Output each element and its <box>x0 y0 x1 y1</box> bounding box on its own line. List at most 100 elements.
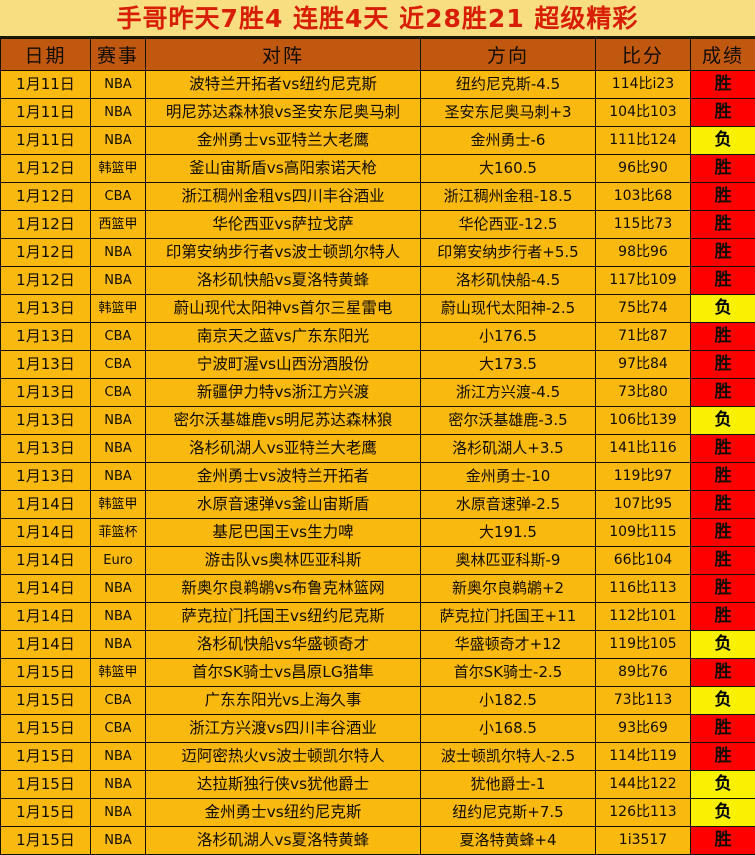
cell-direction: 华盛顿奇才+12 <box>421 631 596 659</box>
cell-league: NBA <box>91 127 146 155</box>
cell-date: 1月13日 <box>1 463 91 491</box>
cell-direction: 华伦西亚-12.5 <box>421 211 596 239</box>
cell-direction: 洛杉矶湖人+3.5 <box>421 435 596 463</box>
cell-score: 73比113 <box>596 687 691 715</box>
cell-matchup: 广东东阳光vs上海久事 <box>146 687 421 715</box>
cell-date: 1月11日 <box>1 127 91 155</box>
column-header-match: 对阵 <box>146 39 421 71</box>
cell-score: 103比68 <box>596 183 691 211</box>
cell-league: NBA <box>91 435 146 463</box>
cell-result: 胜 <box>691 827 755 855</box>
cell-score: 114比119 <box>596 743 691 771</box>
cell-score: 126比113 <box>596 799 691 827</box>
cell-league: NBA <box>91 239 146 267</box>
cell-result: 胜 <box>691 547 755 575</box>
cell-matchup: 金州勇士vs纽约尼克斯 <box>146 799 421 827</box>
cell-league: NBA <box>91 407 146 435</box>
cell-date: 1月13日 <box>1 323 91 351</box>
cell-matchup: 水原音速弹vs釜山宙斯盾 <box>146 491 421 519</box>
cell-league: CBA <box>91 351 146 379</box>
cell-matchup: 迈阿密热火vs波士顿凯尔特人 <box>146 743 421 771</box>
cell-direction: 小176.5 <box>421 323 596 351</box>
cell-league: NBA <box>91 743 146 771</box>
cell-direction: 萨克拉门托国王+11 <box>421 603 596 631</box>
cell-date: 1月13日 <box>1 435 91 463</box>
column-header-league: 赛事 <box>91 39 146 71</box>
cell-score: 98比96 <box>596 239 691 267</box>
cell-matchup: 新疆伊力特vs浙江方兴渡 <box>146 379 421 407</box>
cell-result: 负 <box>691 295 755 323</box>
page-title: 手哥昨天7胜4 连胜4天 近28胜21 超级精彩 <box>117 6 639 31</box>
cell-direction: 小168.5 <box>421 715 596 743</box>
cell-result: 负 <box>691 407 755 435</box>
cell-score: 119比97 <box>596 463 691 491</box>
cell-direction: 浙江方兴渡-4.5 <box>421 379 596 407</box>
cell-matchup: 萨克拉门托国王vs纽约尼克斯 <box>146 603 421 631</box>
cell-league: 韩篮甲 <box>91 659 146 687</box>
cell-matchup: 首尔SK骑士vs昌原LG猎隼 <box>146 659 421 687</box>
cell-league: 西篮甲 <box>91 211 146 239</box>
cell-direction: 印第安纳步行者+5.5 <box>421 239 596 267</box>
cell-direction: 圣安东尼奥马刺+3 <box>421 99 596 127</box>
cell-matchup: 金州勇士vs波特兰开拓者 <box>146 463 421 491</box>
cell-matchup: 浙江方兴渡vs四川丰谷酒业 <box>146 715 421 743</box>
cell-league: CBA <box>91 379 146 407</box>
cell-score: 106比139 <box>596 407 691 435</box>
cell-result: 胜 <box>691 519 755 547</box>
cell-result: 胜 <box>691 435 755 463</box>
table-header: 日期 赛事 对阵 方向 比分 成绩 <box>1 39 755 71</box>
cell-league: CBA <box>91 687 146 715</box>
cell-direction: 纽约尼克斯+7.5 <box>421 799 596 827</box>
cell-date: 1月14日 <box>1 575 91 603</box>
cell-date: 1月13日 <box>1 407 91 435</box>
cell-result: 胜 <box>691 267 755 295</box>
cell-matchup: 洛杉矶快船vs夏洛特黄蜂 <box>146 267 421 295</box>
cell-score: 119比105 <box>596 631 691 659</box>
cell-score: 112比101 <box>596 603 691 631</box>
cell-league: CBA <box>91 323 146 351</box>
cell-league: NBA <box>91 267 146 295</box>
cell-direction: 水原音速弹-2.5 <box>421 491 596 519</box>
cell-direction: 首尔SK骑士-2.5 <box>421 659 596 687</box>
cell-date: 1月14日 <box>1 491 91 519</box>
cell-score: 115比73 <box>596 211 691 239</box>
cell-result: 胜 <box>691 379 755 407</box>
cell-score: 97比84 <box>596 351 691 379</box>
cell-matchup: 华伦西亚vs萨拉戈萨 <box>146 211 421 239</box>
cell-league: 韩篮甲 <box>91 155 146 183</box>
cell-matchup: 洛杉矶湖人vs亚特兰大老鹰 <box>146 435 421 463</box>
cell-matchup: 釜山宙斯盾vs高阳索诺天枪 <box>146 155 421 183</box>
cell-league: NBA <box>91 827 146 855</box>
cell-direction: 洛杉矶快船-4.5 <box>421 267 596 295</box>
cell-score: 117比109 <box>596 267 691 295</box>
cell-date: 1月15日 <box>1 799 91 827</box>
cell-date: 1月12日 <box>1 155 91 183</box>
cell-date: 1月15日 <box>1 715 91 743</box>
cell-matchup: 金州勇士vs亚特兰大老鹰 <box>146 127 421 155</box>
cell-matchup: 蔚山现代太阳神vs首尔三星雷电 <box>146 295 421 323</box>
cell-date: 1月14日 <box>1 603 91 631</box>
cell-matchup: 新奥尔良鹈鹕vs布鲁克林篮网 <box>146 575 421 603</box>
cell-date: 1月15日 <box>1 743 91 771</box>
cell-matchup: 波特兰开拓者vs纽约尼克斯 <box>146 71 421 99</box>
cell-result: 胜 <box>691 575 755 603</box>
cell-score: 107比95 <box>596 491 691 519</box>
cell-result: 负 <box>691 127 755 155</box>
